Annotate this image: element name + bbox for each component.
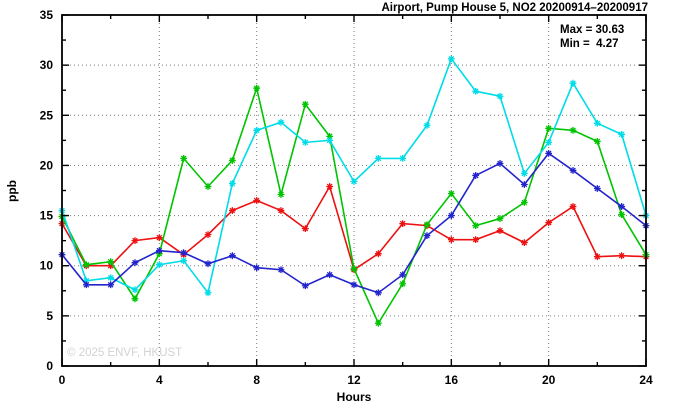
plot-frame [61,14,647,367]
y-axis-title: ppb [5,180,19,202]
x-axis-title: Hours [337,390,372,404]
series-group [58,55,650,327]
axis-ticks [61,14,647,367]
series-line-1 [61,184,647,271]
watermark: © 2025 ENVF, HKUST [67,347,182,359]
y-tick-label: 25 [40,108,54,122]
x-tick-label: 24 [639,373,653,387]
x-tick-label: 8 [253,373,260,387]
min-value-label: Min = 4.27 [560,38,618,50]
series-markers-2 [58,84,650,327]
y-tick-label: 30 [40,58,54,72]
gridlines [62,15,646,366]
chart-title: Airport, Pump House 5, NO2 20200914–2020… [381,2,648,14]
y-tick-label: 15 [40,209,54,223]
x-tick-label: 20 [542,373,556,387]
tick-labels: 0 4 8 12 16 20 24 0 5 10 15 20 25 30 35 [40,8,653,387]
y-tick-label: 0 [46,359,53,373]
x-tick-label: 4 [156,373,163,387]
max-value-label: Max = 30.63 [560,24,624,36]
y-tick-label: 20 [40,158,54,172]
plot-border [61,14,647,367]
x-tick-label: 12 [347,373,361,387]
x-tick-label: 0 [59,373,66,387]
y-tick-label: 5 [46,309,53,323]
y-tick-label: 10 [40,259,54,273]
y-tick-label: 35 [40,8,54,22]
x-tick-label: 16 [445,373,459,387]
